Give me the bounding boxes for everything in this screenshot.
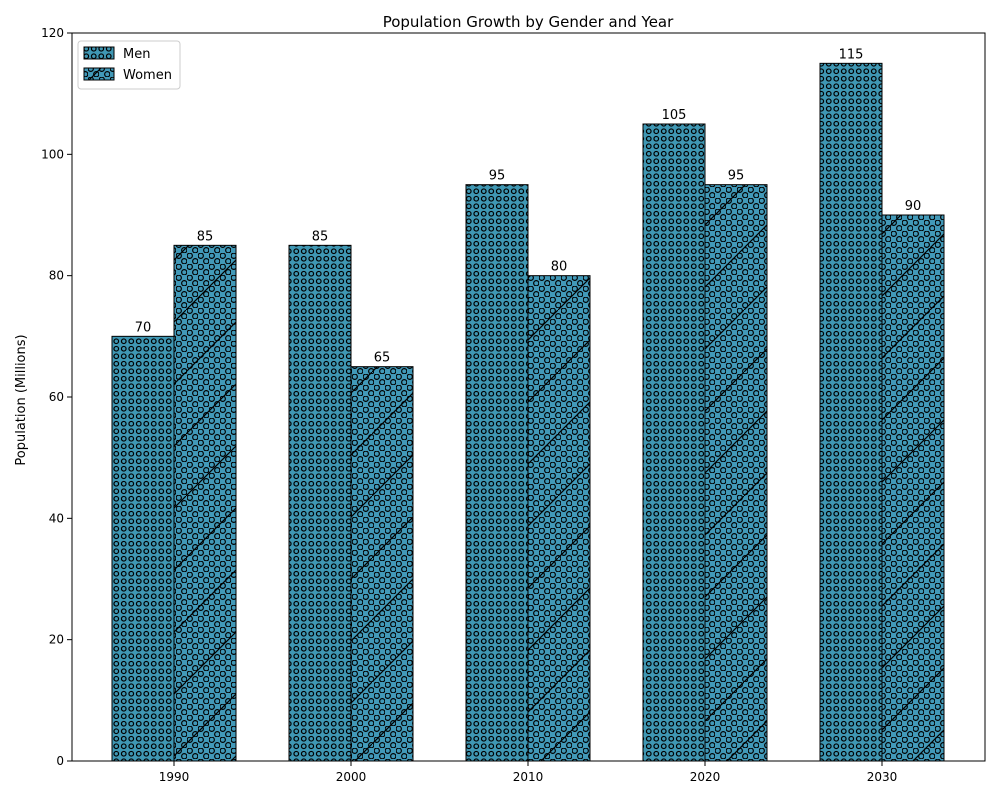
data-label-men-2000: 85	[312, 229, 329, 244]
bars-layer: 70 85 95 105 115 85 65 80 95 90	[111, 47, 945, 762]
data-label-men-2030: 115	[839, 47, 864, 62]
data-label-women-2010: 80	[551, 260, 568, 275]
bar-men-2000	[288, 244, 352, 762]
bar-hatch-women-2030	[882, 215, 944, 761]
y-tick-label-20: 20	[49, 633, 64, 647]
bar-hatch-women-1990	[174, 245, 236, 762]
bar-men-1990	[111, 335, 175, 762]
legend-label-men: Men	[123, 47, 150, 62]
legend-swatch-men	[83, 46, 115, 60]
x-tick-label-1990: 1990	[159, 770, 190, 784]
y-tick-label-0: 0	[56, 754, 64, 768]
legend-swatch-women-diag	[88, 67, 102, 81]
data-label-women-1990: 85	[197, 229, 214, 244]
y-tick-label-40: 40	[49, 511, 64, 525]
x-tick-label-2010: 2010	[513, 770, 544, 784]
y-tick-label-60: 60	[49, 390, 64, 404]
bar-hatch-women-2020	[705, 184, 767, 761]
bar-men-2010	[465, 184, 529, 762]
chart-title: Population Growth by Gender and Year	[383, 13, 674, 31]
legend: Men Women	[77, 40, 181, 90]
plot-area-frame	[71, 32, 986, 762]
data-label-women-2020: 95	[728, 169, 745, 184]
x-tick-label-2000: 2000	[336, 770, 367, 784]
data-label-men-2010: 95	[489, 169, 506, 184]
bar-hatch-women-2000	[351, 366, 413, 761]
bar-men-2020	[642, 123, 706, 762]
bar-hatch-women-2010	[528, 275, 590, 761]
data-label-women-2000: 65	[374, 351, 391, 366]
y-axis-label: Population (Millions)	[14, 334, 29, 465]
y-tick-label-80: 80	[49, 269, 64, 283]
data-label-men-2020: 105	[662, 108, 687, 123]
axis-ticks: 1990 2000 2010 2020 2030 0 20 40 60 80 100 120	[41, 26, 897, 784]
x-tick-label-2030: 2030	[867, 770, 898, 784]
x-tick-label-2020: 2020	[690, 770, 721, 784]
y-tick-label-100: 100	[41, 147, 64, 161]
data-label-women-2030: 90	[905, 199, 922, 214]
y-tick-label-120: 120	[41, 26, 64, 40]
legend-label-women: Women	[123, 68, 172, 83]
bar-men-2030	[819, 62, 883, 762]
data-label-men-1990: 70	[135, 320, 152, 335]
